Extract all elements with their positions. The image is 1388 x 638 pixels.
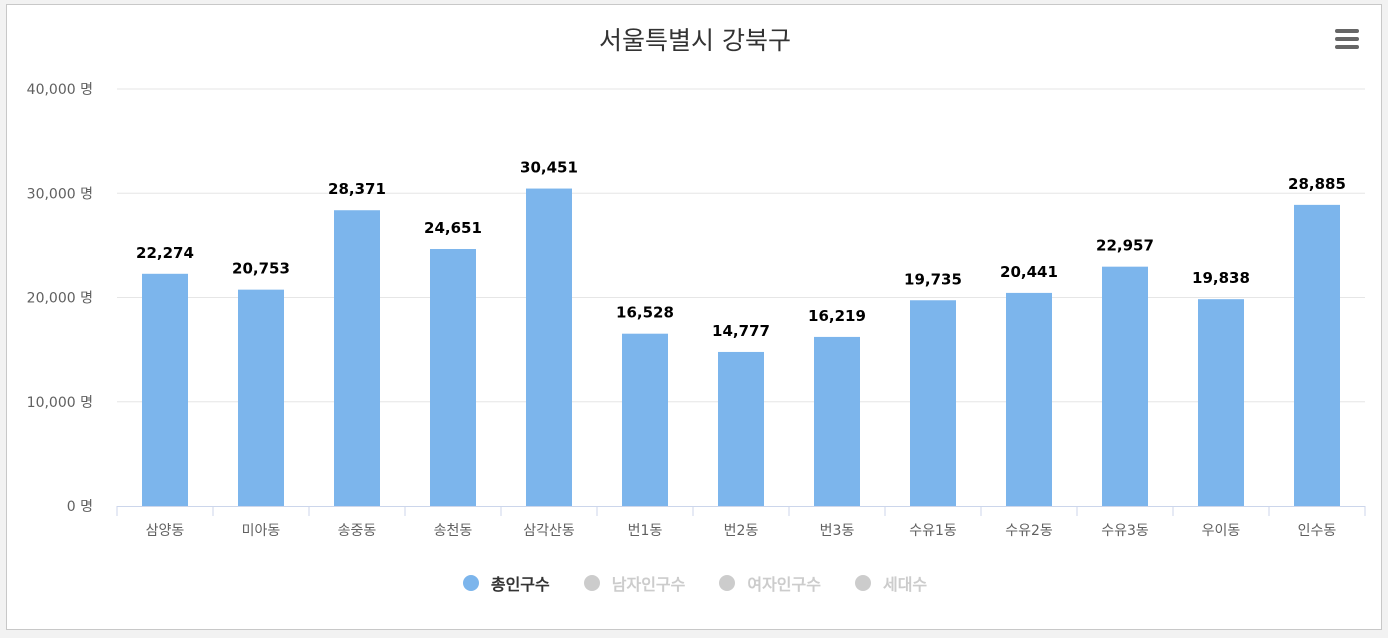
- y-tick-label: 0 명: [67, 499, 93, 515]
- bar: [814, 336, 860, 506]
- x-category-label: 인수동: [1298, 523, 1337, 539]
- legend-dot-icon: [719, 575, 736, 591]
- x-category-label: 번1동: [628, 523, 663, 539]
- legend-label: 총인구수: [490, 575, 550, 594]
- data-label: 20,441: [1000, 263, 1058, 281]
- x-category-label: 송천동: [434, 523, 473, 539]
- x-category-label: 송중동: [338, 523, 377, 539]
- x-category-label: 우이동: [1202, 523, 1241, 539]
- legend-item-male[interactable]: 남자인구수: [583, 571, 686, 595]
- legend-dot-icon: [583, 575, 600, 591]
- x-category-label: 미아동: [242, 523, 281, 539]
- legend-label: 여자인구수: [747, 575, 821, 594]
- bar: [910, 300, 956, 506]
- bar: [238, 289, 284, 506]
- data-label: 22,957: [1096, 237, 1154, 255]
- data-label: 28,371: [328, 180, 386, 198]
- legend: 총인구수 남자인구수 여자인구수 세대수: [7, 571, 1383, 595]
- legend-item-households[interactable]: 세대수: [854, 571, 928, 595]
- data-labels: 22,274 20,753 28,371 24,651 30,451 16,528 14,7…: [136, 159, 1346, 340]
- data-label: 14,777: [712, 322, 770, 340]
- legend-dot-icon: [854, 575, 871, 591]
- x-category-label: 수유3동: [1101, 523, 1149, 539]
- bar: [1006, 292, 1052, 506]
- data-label: 24,651: [424, 219, 482, 237]
- data-label: 16,219: [808, 307, 866, 325]
- data-label: 30,451: [520, 159, 578, 177]
- chart-panel: 22,274 20,753 28,371 24,651 30,451 16,528 14,7…: [6, 4, 1382, 630]
- chart-title: 서울특별시 강북구: [599, 26, 791, 55]
- bar: [142, 273, 188, 506]
- chart-canvas: 22,274 20,753 28,371 24,651 30,451 16,528 14,7…: [27, 82, 1366, 539]
- x-category-label: 삼각산동: [523, 523, 575, 539]
- legend-label: 세대수: [882, 575, 928, 594]
- bar-series: [142, 188, 1340, 507]
- legend-item-female[interactable]: 여자인구수: [719, 571, 821, 595]
- y-tick-label: 20,000 명: [27, 291, 93, 307]
- bar: [430, 249, 476, 507]
- data-label: 22,274: [136, 244, 194, 262]
- data-label: 28,885: [1288, 175, 1346, 193]
- legend-item-total[interactable]: 총인구수: [462, 571, 550, 595]
- data-label: 16,528: [616, 304, 674, 322]
- data-label: 19,838: [1192, 269, 1250, 287]
- x-category-label: 수유2동: [1005, 523, 1053, 539]
- legend-label: 남자인구수: [611, 575, 686, 594]
- bar: [622, 333, 668, 506]
- legend-dot-icon: [462, 575, 479, 591]
- x-category-label: 번2동: [724, 523, 759, 539]
- data-label: 20,753: [232, 260, 290, 278]
- bar: [334, 210, 380, 506]
- bar: [1294, 204, 1340, 506]
- bar: [1102, 266, 1148, 506]
- hamburger-menu-icon[interactable]: [1333, 27, 1361, 51]
- x-category-label: 삼양동: [146, 523, 185, 539]
- y-tick-label: 40,000 명: [27, 82, 93, 98]
- x-category-label: 수유1동: [909, 523, 957, 539]
- bar: [718, 351, 764, 506]
- data-label: 19,735: [904, 270, 962, 288]
- bar: [526, 188, 572, 506]
- bar: [1198, 299, 1244, 506]
- y-tick-label: 10,000 명: [27, 395, 93, 411]
- x-category-label: 번3동: [820, 523, 855, 539]
- y-tick-label: 30,000 명: [27, 186, 93, 202]
